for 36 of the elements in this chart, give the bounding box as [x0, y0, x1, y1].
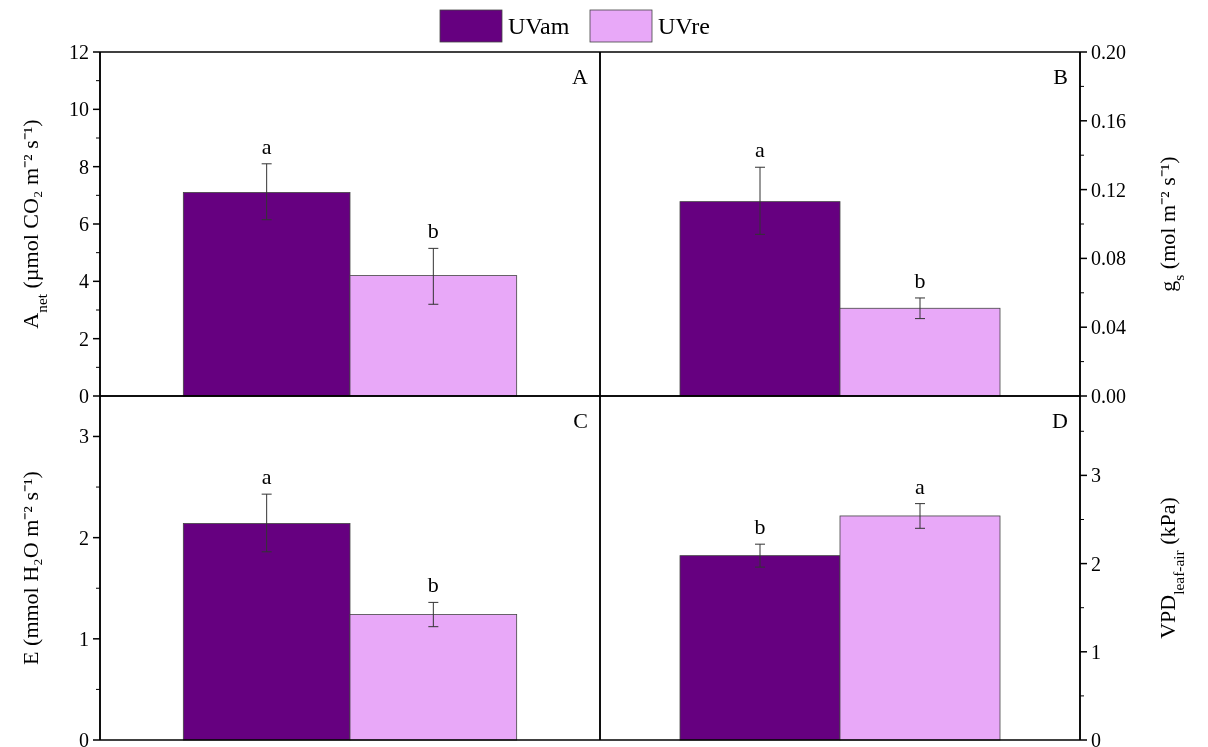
y-tick-label: 0.16 [1091, 109, 1126, 132]
y-tick-label: 10 [69, 98, 89, 121]
annotation: C [573, 408, 588, 433]
annotation: a [755, 137, 766, 163]
y-tick-label: 0 [79, 729, 89, 747]
annotation: a [915, 473, 926, 499]
y-tick-label: 0.12 [1091, 178, 1126, 201]
y-tick-label: 3 [79, 425, 89, 448]
y-tick-label: 2 [1091, 552, 1101, 575]
y-tick-label: 0 [79, 385, 89, 407]
y-tick-label: 4 [79, 270, 89, 293]
y-tick-label: 0.04 [1091, 316, 1126, 339]
annotation: b [754, 514, 766, 540]
y-tick-label: 2 [79, 526, 89, 549]
legend-label: UVre [658, 13, 710, 39]
annotation: b [427, 572, 439, 598]
y-tick-label: 3 [1091, 464, 1101, 487]
y-tick-label: 12 [69, 41, 89, 63]
y-tick-label: 0.00 [1091, 385, 1126, 407]
y-tick-label: 1 [79, 627, 89, 650]
annotation: B [1053, 64, 1068, 89]
annotation: b [914, 267, 926, 293]
legend-label: UVam [508, 13, 570, 39]
y-tick-label: 1 [1091, 640, 1101, 663]
annotation: A [572, 64, 589, 89]
y-tick-label: 2 [79, 327, 89, 350]
y-tick-label: 0.20 [1091, 41, 1126, 63]
y-tick-label: 0.08 [1091, 247, 1126, 270]
y-tick-label: 0 [1091, 729, 1101, 747]
annotation: a [261, 133, 272, 159]
annotation: b [427, 218, 439, 244]
annotation: D [1052, 408, 1068, 433]
y-tick-label: 6 [79, 213, 89, 235]
y-tick-label: 8 [79, 155, 89, 178]
annotation: a [261, 464, 272, 490]
y-axis-title: E (mmol H₂O m⁻² s⁻¹) [18, 471, 43, 665]
